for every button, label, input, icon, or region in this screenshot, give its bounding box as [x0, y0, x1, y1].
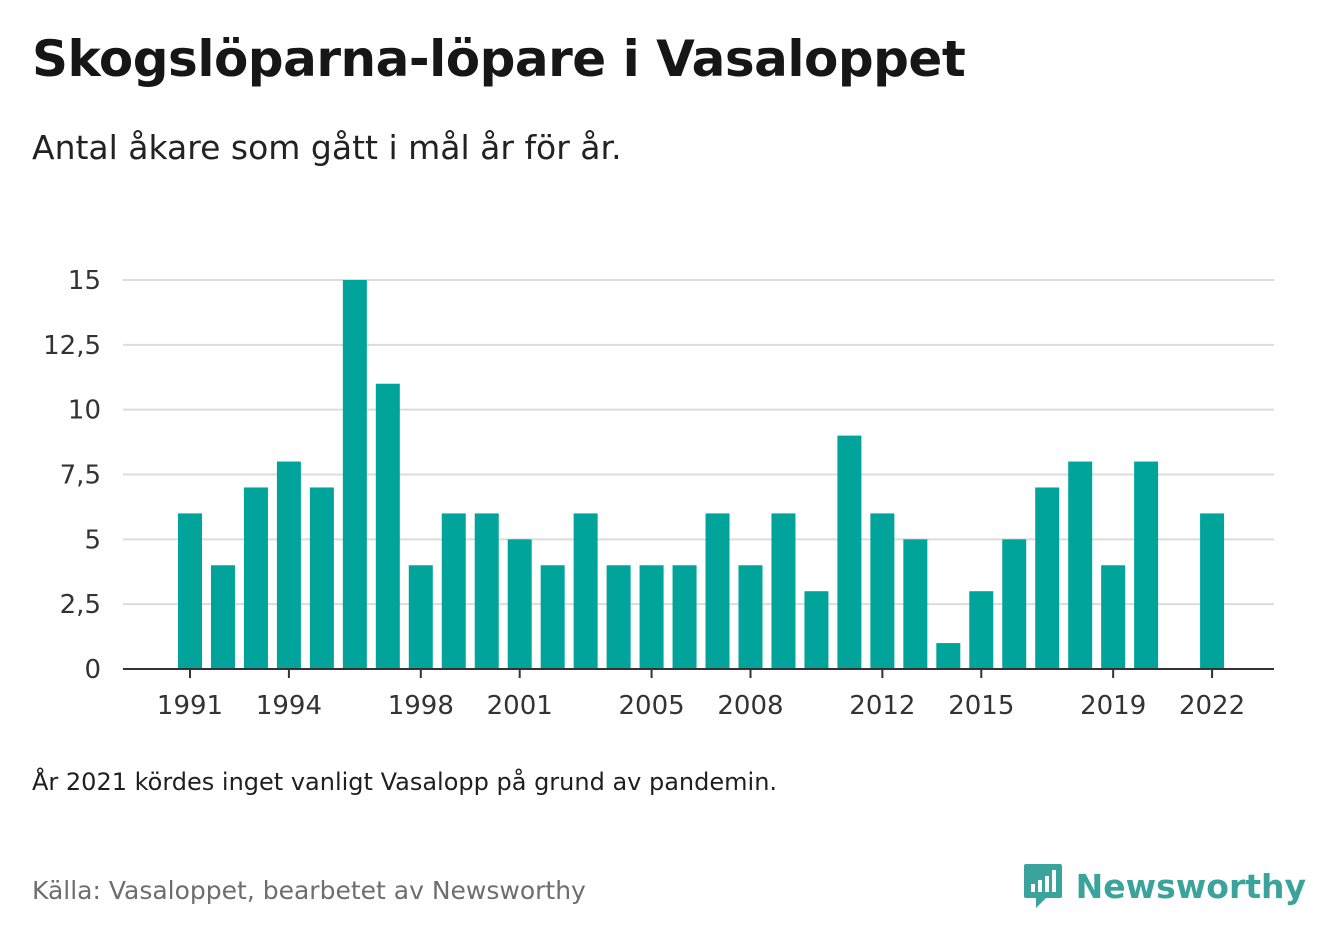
x-tick-label: 2001 — [487, 691, 553, 721]
bar-2022 — [1200, 513, 1225, 669]
bar-chart: 0 2,5 5 7,5 10 12,5 15 1991 1994 1998 2001 2005 200… — [43, 266, 1274, 721]
x-tick-label: 2008 — [717, 691, 783, 721]
bar-2008 — [738, 565, 763, 669]
x-tick-label: 1994 — [256, 691, 322, 721]
bar-1998 — [408, 565, 433, 669]
x-axis-ticks: 1991 1994 1998 2001 2005 2008 2012 2015 2019 2022 — [157, 669, 1245, 721]
chart-subtitle: Antal åkare som gått i mål år för år. — [32, 128, 622, 167]
footnote: År 2021 kördes inget vanligt Vasalopp på… — [32, 768, 778, 796]
bar-2001 — [507, 539, 532, 669]
bars — [178, 280, 1225, 669]
bar-1994 — [276, 461, 301, 669]
bar-2004 — [606, 565, 631, 669]
bar-2017 — [1035, 487, 1060, 669]
y-tick-label: 2,5 — [60, 590, 101, 620]
bar-2006 — [672, 565, 697, 669]
y-tick-label: 12,5 — [43, 331, 101, 361]
x-tick-label: 2015 — [948, 691, 1014, 721]
bar-2011 — [837, 435, 862, 669]
x-tick-label: 2005 — [618, 691, 684, 721]
bar-2002 — [540, 565, 565, 669]
x-tick-label: 2022 — [1179, 691, 1245, 721]
bar-2005 — [639, 565, 664, 669]
x-tick-label: 1998 — [388, 691, 454, 721]
bar-2013 — [903, 539, 928, 669]
x-tick-label: 1991 — [157, 691, 223, 721]
newsworthy-logo-icon — [1023, 864, 1062, 908]
source-text: Källa: Vasaloppet, bearbetet av Newswort… — [32, 876, 586, 905]
bar-1996 — [342, 280, 367, 669]
bar-1992 — [210, 565, 235, 669]
brand-name: Newsworthy — [1075, 866, 1306, 906]
x-tick-label: 2012 — [849, 691, 915, 721]
y-tick-label: 7,5 — [60, 461, 101, 491]
bar-2014 — [936, 643, 961, 669]
bar-2018 — [1068, 461, 1093, 669]
bar-2012 — [870, 513, 895, 669]
bar-2015 — [969, 591, 994, 669]
bar-2009 — [771, 513, 796, 669]
brand[interactable]: Newsworthy — [1022, 862, 1306, 910]
y-tick-label: 15 — [68, 266, 101, 296]
bar-1997 — [375, 383, 400, 669]
bar-1999 — [441, 513, 466, 669]
bar-2000 — [474, 513, 499, 669]
bar-1991 — [178, 513, 202, 669]
bar-2016 — [1002, 539, 1027, 669]
bar-2010 — [804, 591, 829, 669]
chart-title: Skogslöparna-löpare i Vasaloppet — [32, 30, 966, 88]
bar-2007 — [705, 513, 730, 669]
bar-2019 — [1101, 565, 1126, 669]
y-tick-label: 0 — [84, 655, 101, 685]
x-tick-label: 2019 — [1080, 691, 1146, 721]
y-tick-label: 5 — [84, 525, 101, 555]
bar-2020 — [1134, 461, 1159, 669]
bar-2003 — [573, 513, 598, 669]
y-tick-label: 10 — [68, 396, 101, 426]
bar-1995 — [309, 487, 334, 669]
bar-1993 — [243, 487, 268, 669]
y-axis-ticks: 0 2,5 5 7,5 10 12,5 15 — [43, 266, 101, 685]
